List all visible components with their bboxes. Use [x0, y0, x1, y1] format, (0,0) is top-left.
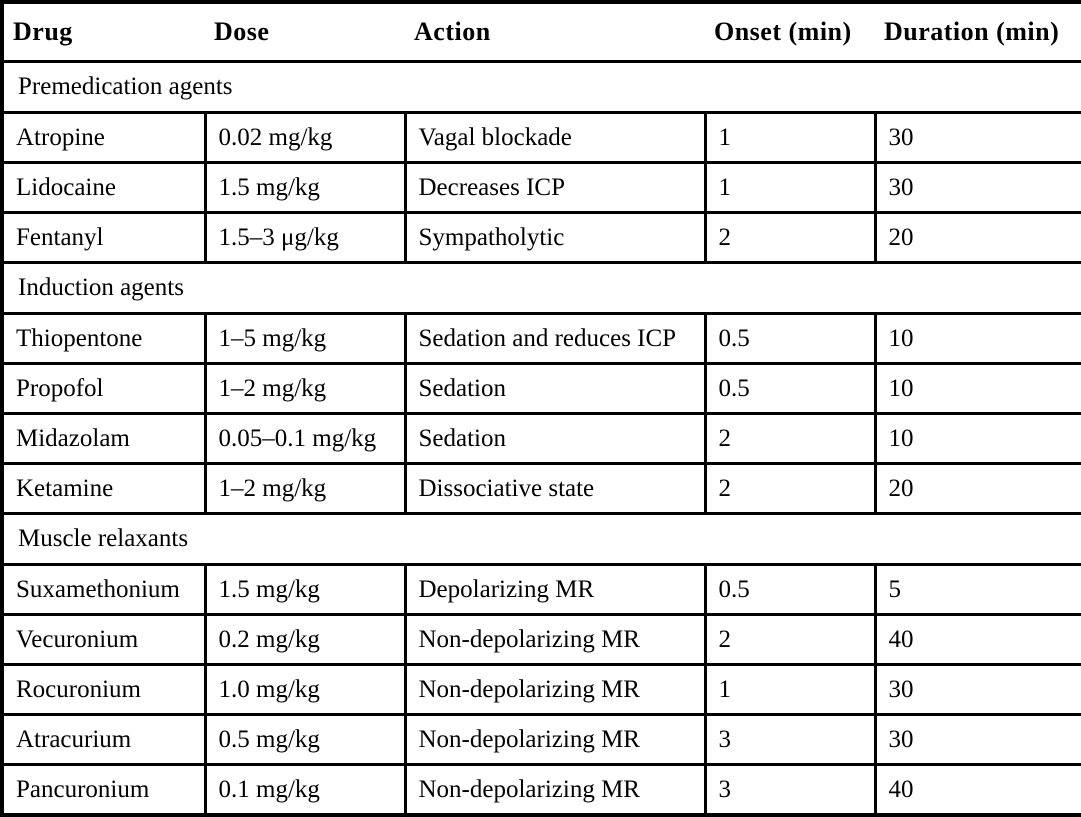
drug-cell: Atracurium	[0, 713, 207, 767]
action-cell: Dissociative state	[403, 462, 707, 516]
duration-cell: 30	[873, 663, 1081, 717]
action-cell: Non-depolarizing MR	[403, 763, 707, 817]
table-row-fentanyl: Fentanyl 1.5–3 μg/kg Sympatholytic 2 20	[0, 211, 1081, 265]
table-row-pancuronium: Pancuronium 0.1 mg/kg Non-depolarizing M…	[0, 763, 1081, 817]
drug-cell: Rocuronium	[0, 663, 207, 717]
dose-cell: 1–2 mg/kg	[203, 362, 407, 416]
onset-cell: 2	[703, 462, 877, 516]
onset-cell: 2	[703, 211, 877, 265]
duration-cell: 5	[873, 563, 1081, 617]
drug-cell: Suxamethonium	[0, 563, 207, 617]
dose-cell: 1.5–3 μg/kg	[203, 211, 407, 265]
drug-cell: Lidocaine	[0, 161, 207, 215]
dose-cell: 1.0 mg/kg	[203, 663, 407, 717]
dose-cell: 1.5 mg/kg	[203, 563, 407, 617]
duration-cell: 20	[873, 211, 1081, 265]
section-row-induction: Induction agents	[0, 261, 1081, 316]
dose-cell: 1.5 mg/kg	[203, 161, 407, 215]
onset-cell: 0.5	[703, 312, 877, 366]
onset-cell: 1	[703, 663, 877, 717]
onset-cell: 0.5	[703, 563, 877, 617]
dose-cell: 0.2 mg/kg	[203, 613, 407, 667]
onset-cell: 3	[703, 763, 877, 817]
drug-cell: Midazolam	[0, 412, 207, 466]
table-row-midazolam: Midazolam 0.05–0.1 mg/kg Sedation 2 10	[0, 412, 1081, 466]
section-row-premedication: Premedication agents	[0, 60, 1081, 115]
duration-cell: 30	[873, 111, 1081, 165]
table-row-atracurium: Atracurium 0.5 mg/kg Non-depolarizing MR…	[0, 713, 1081, 767]
onset-cell: 2	[703, 613, 877, 667]
header-cell-drug: Drug	[2, 0, 205, 64]
onset-cell: 0.5	[703, 362, 877, 416]
duration-cell: 10	[873, 312, 1081, 366]
action-cell: Non-depolarizing MR	[403, 713, 707, 767]
action-cell: Sympatholytic	[403, 211, 707, 265]
action-cell: Sedation and reduces ICP	[403, 312, 707, 366]
header-cell-action: Action	[405, 0, 705, 64]
onset-cell: 3	[703, 713, 877, 767]
section-label: Muscle relaxants	[0, 512, 1081, 567]
onset-cell: 1	[703, 111, 877, 165]
duration-cell: 30	[873, 713, 1081, 767]
dose-cell: 1–2 mg/kg	[203, 462, 407, 516]
table-row-propofol: Propofol 1–2 mg/kg Sedation 0.5 10	[0, 362, 1081, 416]
duration-cell: 10	[873, 362, 1081, 416]
header-cell-dose: Dose	[205, 0, 405, 64]
drug-cell: Ketamine	[0, 462, 207, 516]
table-row-lidocaine: Lidocaine 1.5 mg/kg Decreases ICP 1 30	[0, 161, 1081, 215]
onset-cell: 2	[703, 412, 877, 466]
table-row-atropine: Atropine 0.02 mg/kg Vagal blockade 1 30	[0, 111, 1081, 165]
action-cell: Depolarizing MR	[403, 563, 707, 617]
dose-cell: 0.1 mg/kg	[203, 763, 407, 817]
table-row-vecuronium: Vecuronium 0.2 mg/kg Non-depolarizing MR…	[0, 613, 1081, 667]
table-row-rocuronium: Rocuronium 1.0 mg/kg Non-depolarizing MR…	[0, 663, 1081, 717]
action-cell: Sedation	[403, 362, 707, 416]
drug-cell: Vecuronium	[0, 613, 207, 667]
action-cell: Decreases ICP	[403, 161, 707, 215]
dose-cell: 0.05–0.1 mg/kg	[203, 412, 407, 466]
duration-cell: 40	[873, 763, 1081, 817]
action-cell: Vagal blockade	[403, 111, 707, 165]
header-row: Drug Dose Action Onset (min) Duration (m…	[2, 0, 1081, 64]
section-label: Induction agents	[0, 261, 1081, 316]
table-row-thiopentone: Thiopentone 1–5 mg/kg Sedation and reduc…	[0, 312, 1081, 366]
header-cell-duration: Duration (min)	[875, 0, 1081, 64]
duration-cell: 30	[873, 161, 1081, 215]
drug-cell: Pancuronium	[0, 763, 207, 817]
duration-cell: 10	[873, 412, 1081, 466]
drug-cell: Fentanyl	[0, 211, 207, 265]
duration-cell: 40	[873, 613, 1081, 667]
table-row-suxamethonium: Suxamethonium 1.5 mg/kg Depolarizing MR …	[0, 563, 1081, 617]
header-cell-onset: Onset (min)	[705, 0, 875, 64]
table-row-ketamine: Ketamine 1–2 mg/kg Dissociative state 2 …	[0, 462, 1081, 516]
dose-cell: 0.02 mg/kg	[203, 111, 407, 165]
drug-cell: Thiopentone	[0, 312, 207, 366]
dose-cell: 1–5 mg/kg	[203, 312, 407, 366]
drug-cell: Propofol	[0, 362, 207, 416]
onset-cell: 1	[703, 161, 877, 215]
action-cell: Sedation	[403, 412, 707, 466]
drug-cell: Atropine	[0, 111, 207, 165]
section-row-muscle-relaxants: Muscle relaxants	[0, 512, 1081, 567]
action-cell: Non-depolarizing MR	[403, 613, 707, 667]
duration-cell: 20	[873, 462, 1081, 516]
dose-cell: 0.5 mg/kg	[203, 713, 407, 767]
section-label: Premedication agents	[0, 60, 1081, 115]
action-cell: Non-depolarizing MR	[403, 663, 707, 717]
